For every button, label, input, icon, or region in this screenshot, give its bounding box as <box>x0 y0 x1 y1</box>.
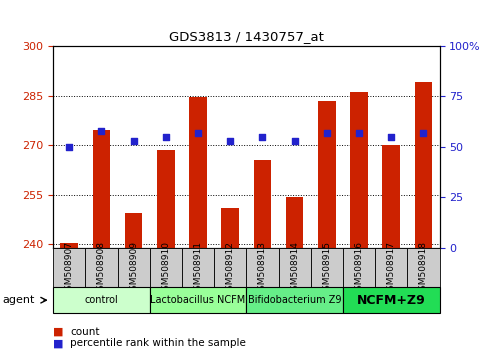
Bar <box>214 248 246 289</box>
Point <box>291 138 298 144</box>
Bar <box>246 248 279 289</box>
Text: GSM508917: GSM508917 <box>387 241 396 296</box>
Text: ■: ■ <box>53 338 64 348</box>
Bar <box>343 287 440 313</box>
Text: percentile rank within the sample: percentile rank within the sample <box>70 338 246 348</box>
Text: GSM508915: GSM508915 <box>322 241 331 296</box>
Point <box>323 130 331 136</box>
Text: GSM508910: GSM508910 <box>161 241 170 296</box>
Text: GSM508913: GSM508913 <box>258 241 267 296</box>
Bar <box>286 196 303 248</box>
Point <box>65 144 73 150</box>
Point <box>194 130 202 136</box>
Point <box>387 134 395 139</box>
Point <box>258 134 266 139</box>
Bar <box>318 101 336 248</box>
Text: control: control <box>85 295 118 305</box>
Bar <box>53 287 150 313</box>
Bar <box>350 92 368 248</box>
Bar <box>150 287 246 313</box>
Title: GDS3813 / 1430757_at: GDS3813 / 1430757_at <box>169 30 324 44</box>
Bar <box>117 248 150 289</box>
Bar <box>279 248 311 289</box>
Text: GSM508918: GSM508918 <box>419 241 428 296</box>
Bar <box>150 248 182 289</box>
Text: Lactobacillus NCFM: Lactobacillus NCFM <box>150 295 246 305</box>
Text: GSM508912: GSM508912 <box>226 241 235 296</box>
Bar <box>189 97 207 248</box>
Point <box>130 138 138 144</box>
Bar <box>407 248 440 289</box>
Point <box>420 130 427 136</box>
Bar <box>375 248 407 289</box>
Bar <box>414 82 432 248</box>
Text: GSM508916: GSM508916 <box>355 241 364 296</box>
Bar <box>53 248 85 289</box>
Text: agent: agent <box>2 295 35 305</box>
Bar <box>182 248 214 289</box>
Bar <box>254 160 271 248</box>
Bar <box>343 248 375 289</box>
Point <box>355 130 363 136</box>
Bar <box>221 208 239 248</box>
Bar <box>311 248 343 289</box>
Bar <box>85 248 117 289</box>
Bar <box>157 150 175 248</box>
Text: GSM508909: GSM508909 <box>129 241 138 296</box>
Text: ■: ■ <box>53 327 64 337</box>
Text: count: count <box>70 327 99 337</box>
Point <box>98 128 105 133</box>
Point <box>162 134 170 139</box>
Bar <box>93 130 110 248</box>
Bar <box>60 243 78 248</box>
Text: Bifidobacterium Z9: Bifidobacterium Z9 <box>248 295 341 305</box>
Text: NCFM+Z9: NCFM+Z9 <box>357 293 426 307</box>
Point <box>227 138 234 144</box>
Text: GSM508914: GSM508914 <box>290 241 299 296</box>
Text: GSM508911: GSM508911 <box>194 241 202 296</box>
Bar <box>246 287 343 313</box>
Bar <box>383 145 400 248</box>
Bar <box>125 213 142 248</box>
Text: GSM508907: GSM508907 <box>65 241 74 296</box>
Text: GSM508908: GSM508908 <box>97 241 106 296</box>
